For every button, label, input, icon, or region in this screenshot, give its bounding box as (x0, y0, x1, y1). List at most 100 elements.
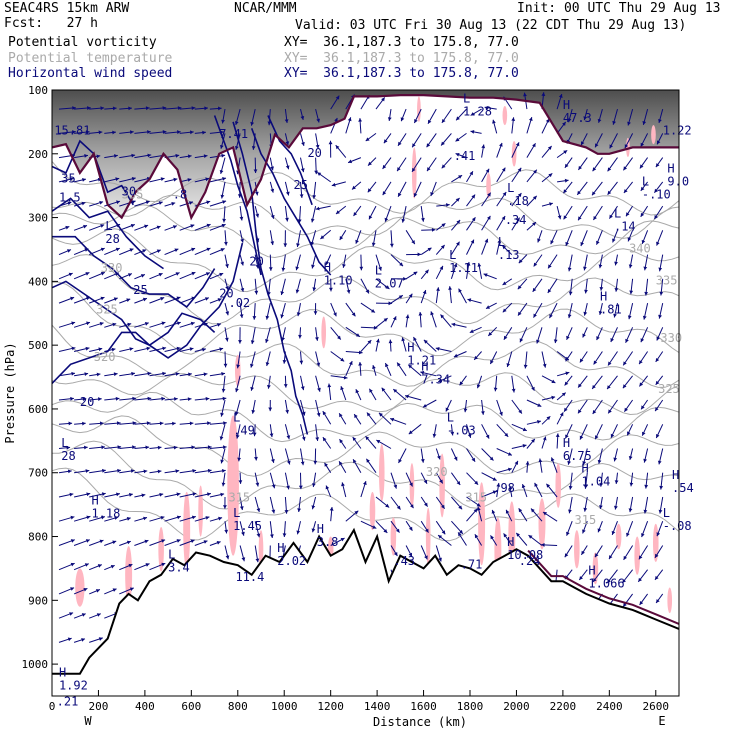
wind-vector-head (223, 445, 227, 450)
wind-vector-head (116, 492, 120, 497)
wind-vector-head (455, 153, 460, 157)
wind-vector-head (161, 321, 166, 326)
wind-vector-head (221, 388, 226, 393)
wind-vector-head (86, 492, 91, 497)
wind-vector-head (115, 247, 120, 252)
wind-vector-head (412, 167, 416, 172)
wind-vector-head (595, 435, 599, 440)
wind-vector-head (312, 195, 317, 199)
extremum-marker: L (447, 410, 454, 424)
wind-vector-head (487, 192, 491, 197)
wind-vector-head (175, 153, 180, 158)
extremum-value: 11.4 (235, 570, 264, 584)
wind-vector-head (582, 333, 586, 338)
pv-patch (667, 587, 673, 614)
wind-vector-head (131, 177, 136, 181)
wind-vector-head (614, 288, 619, 292)
wind-vector-head (622, 579, 626, 583)
wind-vector-head (371, 242, 376, 247)
extremum-value: 1.45 (233, 519, 262, 533)
wind-vector-head (453, 353, 458, 358)
wind-vector-head (532, 287, 537, 292)
wind-vector-head (430, 311, 434, 316)
wind-vector-head (299, 194, 304, 198)
wind-vector-head (144, 539, 149, 544)
extremum-value: 7.41 (219, 127, 248, 141)
wind-vector-head (99, 322, 104, 326)
wind-vector-head (312, 287, 317, 292)
wind-vector-head (267, 385, 271, 389)
wind-vector-head (156, 225, 161, 230)
valid-time: Valid: 03 UTC Fri 30 Aug 13 (22 CDT Thu … (295, 18, 687, 33)
wind-vector-head (297, 508, 301, 512)
wind-vector-head (582, 461, 587, 465)
wind-vector-head (317, 387, 321, 392)
extremum-value: 47.3 (563, 111, 592, 125)
pv-patch (502, 105, 508, 126)
wind-vector-head (252, 316, 257, 320)
extremum-value: 10.08 (507, 548, 543, 562)
wind-vector-head (300, 386, 305, 391)
wind-vector-head (366, 458, 370, 463)
wind-vector-head (481, 411, 485, 415)
wind-vector-head (547, 289, 552, 293)
wind-vector-head (659, 291, 664, 296)
wind-vector-head (517, 193, 522, 197)
wind-vector-head (441, 530, 446, 535)
theta-label: 325 (658, 382, 680, 396)
wind-vector-head (268, 407, 273, 412)
wind-vector-head (97, 564, 102, 568)
wind-vector-head (424, 269, 429, 274)
wind-vector-head (597, 459, 602, 464)
wind-vector-head (583, 507, 588, 512)
wind-vector-head (268, 267, 273, 271)
theta-contour (52, 440, 679, 510)
wind-vector-head (456, 241, 460, 246)
wind-vector-head (502, 308, 507, 313)
wind-vector-head (113, 372, 118, 377)
wind-vector-head (565, 241, 569, 246)
wind-vector-head (613, 313, 617, 318)
theta-contour (52, 324, 679, 388)
wind-vector-head (542, 363, 547, 368)
wind-vector-head (371, 309, 375, 313)
wind-vector-head (598, 264, 603, 269)
wind-vector-head (220, 412, 224, 417)
wind-vector-head (408, 364, 413, 369)
wind-vector-head (67, 637, 72, 642)
speed-contour (250, 128, 332, 276)
wind-vector-head (564, 407, 568, 412)
wind-vector-head (85, 272, 90, 276)
wind-vector-head (126, 298, 131, 302)
wind-vector-head (115, 272, 119, 276)
wind-vector-head (628, 508, 633, 513)
extremum-marker: L (449, 248, 456, 262)
wind-vector-head (162, 371, 166, 376)
extremum-value: 3.4 (168, 561, 190, 575)
wind-vector-head (81, 201, 86, 206)
wind-vector-head (583, 311, 588, 316)
wind-vector-head (564, 553, 569, 558)
wind-vector-head (501, 167, 506, 172)
wind-vector-head (81, 613, 86, 617)
wind-vector-head (403, 277, 407, 281)
wind-vector-head (519, 338, 524, 343)
extremum-marker: L (168, 548, 175, 562)
wind-vector-head (583, 266, 587, 271)
wind-vector-head (514, 460, 518, 465)
wind-vector-head (518, 311, 522, 316)
extremum-value: .49 (233, 423, 255, 437)
wind-vector-head (113, 297, 118, 301)
wind-vector-head (222, 177, 226, 181)
pv-patch (626, 137, 630, 157)
wind-vector-head (111, 347, 116, 352)
wind-vector-head (628, 456, 633, 460)
wind-vector-head (101, 492, 106, 496)
wind-vector-head (222, 218, 226, 223)
wind-vector-head (551, 395, 556, 400)
wind-vector-head (639, 382, 644, 387)
wind-vector-head (255, 264, 260, 269)
extremum-value: .18 (507, 194, 529, 208)
wind-vector-head (145, 106, 150, 111)
wind-vector-head (99, 200, 104, 205)
